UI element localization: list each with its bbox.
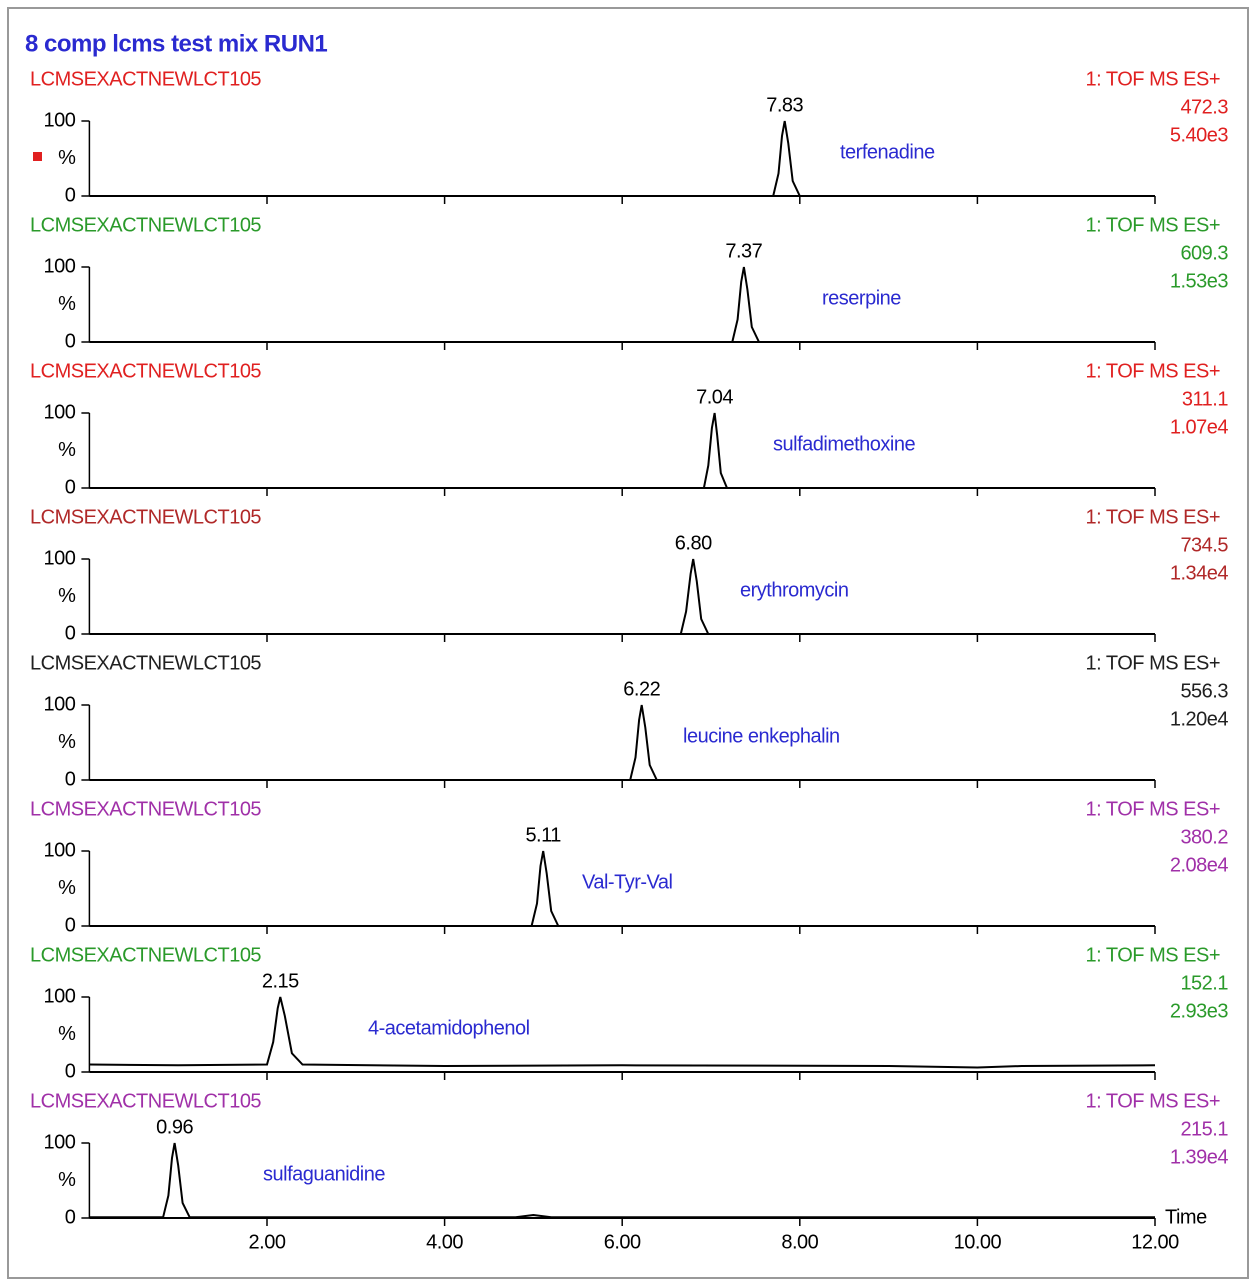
trace (89, 412, 1155, 489)
y-tick-label: 0 (65, 768, 76, 790)
intensity-label: 1.20e4 (1170, 708, 1229, 730)
instrument-label: LCMSEXACTNEWLCT105 (30, 68, 261, 90)
y-tick-label: 100 (44, 547, 76, 569)
scan-label: 1: TOF MS ES+ (1086, 360, 1220, 382)
intensity-label: 1.39e4 (1170, 1146, 1229, 1168)
scan-label: 1: TOF MS ES+ (1086, 214, 1220, 236)
x-tick-label: 4.00 (426, 1231, 463, 1253)
y-tick-label: 0 (65, 914, 76, 936)
scan-label: 1: TOF MS ES+ (1086, 1090, 1220, 1112)
x-tick-label: 12.00 (1131, 1231, 1179, 1253)
scan-label: 1: TOF MS ES+ (1086, 798, 1220, 820)
x-tick-label: 10.00 (954, 1231, 1002, 1253)
instrument-label: LCMSEXACTNEWLCT105 (30, 1090, 261, 1112)
mass-label: 311.1 (1182, 388, 1228, 410)
trace (89, 1142, 1155, 1219)
y-tick-label: 0 (65, 330, 76, 352)
trace (89, 996, 1156, 1069)
marker (33, 152, 42, 161)
scan-label: 1: TOF MS ES+ (1086, 652, 1220, 674)
mass-label: 215.1 (1180, 1118, 1228, 1140)
y-axis-label: % (58, 877, 76, 899)
y-tick-label: 100 (44, 985, 76, 1007)
trace (89, 850, 1155, 927)
mass-label: 734.5 (1180, 534, 1228, 556)
peak-label: 5.11 (525, 824, 561, 846)
instrument-label: LCMSEXACTNEWLCT105 (30, 652, 261, 674)
y-tick-label: 100 (44, 693, 76, 715)
y-tick-label: 0 (65, 1060, 76, 1082)
x-tick-label: 2.00 (249, 1231, 286, 1253)
compound-label: sulfaguanidine (263, 1163, 385, 1185)
peak-label: 7.04 (696, 386, 733, 408)
y-tick-label: 100 (44, 255, 76, 277)
y-axis-label: % (58, 147, 76, 169)
peak-label: 0.96 (156, 1116, 193, 1138)
compound-label: sulfadimethoxine (773, 433, 915, 455)
mass-label: 380.2 (1180, 826, 1228, 848)
instrument-label: LCMSEXACTNEWLCT105 (30, 214, 261, 236)
mass-label: 556.3 (1180, 680, 1228, 702)
trace (89, 266, 1155, 343)
x-tick-label: 6.00 (604, 1231, 641, 1253)
y-axis-label: % (58, 585, 76, 607)
scan-label: 1: TOF MS ES+ (1086, 944, 1220, 966)
chart-title: 8 comp lcms test mix RUN1 (25, 30, 327, 57)
peak-label: 7.37 (725, 240, 762, 262)
y-tick-label: 0 (65, 622, 76, 644)
y-axis-label: % (58, 1023, 76, 1045)
y-tick-label: 0 (65, 476, 76, 498)
intensity-label: 2.08e4 (1170, 854, 1229, 876)
compound-label: leucine enkephalin (683, 725, 840, 747)
frame (7, 7, 1249, 1279)
y-tick-label: 0 (65, 1206, 76, 1228)
instrument-label: LCMSEXACTNEWLCT105 (30, 944, 261, 966)
intensity-label: 1.53e3 (1170, 270, 1229, 292)
peak-label: 7.83 (766, 94, 803, 116)
x-axis-label: Time (1165, 1206, 1207, 1228)
x-tick-label: 8.00 (781, 1231, 818, 1253)
peak-label: 6.22 (623, 678, 660, 700)
y-axis-label: % (58, 1169, 76, 1191)
y-tick-label: 100 (44, 839, 76, 861)
trace (89, 120, 1155, 197)
scan-label: 1: TOF MS ES+ (1086, 68, 1220, 90)
y-axis-label: % (58, 731, 76, 753)
trace (89, 704, 1155, 781)
mass-label: 609.3 (1180, 242, 1228, 264)
y-tick-label: 0 (65, 184, 76, 206)
compound-label: Val-Tyr-Val (582, 871, 672, 893)
y-tick-label: 100 (44, 109, 76, 131)
intensity-label: 1.34e4 (1170, 562, 1229, 584)
compound-label: 4-acetamidophenol (368, 1017, 530, 1039)
peak-label: 6.80 (675, 532, 712, 554)
instrument-label: LCMSEXACTNEWLCT105 (30, 360, 261, 382)
instrument-label: LCMSEXACTNEWLCT105 (30, 506, 261, 528)
intensity-label: 1.07e4 (1170, 416, 1229, 438)
y-tick-label: 100 (44, 401, 76, 423)
peak-label: 2.15 (262, 970, 299, 992)
trace (89, 558, 1155, 635)
mass-label: 472.3 (1180, 96, 1228, 118)
compound-label: erythromycin (740, 579, 848, 601)
y-tick-label: 100 (44, 1131, 76, 1153)
instrument-label: LCMSEXACTNEWLCT105 (30, 798, 261, 820)
y-axis-label: % (58, 293, 76, 315)
intensity-label: 5.40e3 (1170, 124, 1229, 146)
compound-label: reserpine (822, 287, 901, 309)
scan-label: 1: TOF MS ES+ (1086, 506, 1220, 528)
intensity-label: 2.93e3 (1170, 1000, 1229, 1022)
y-axis-label: % (58, 439, 76, 461)
mass-label: 152.1 (1180, 972, 1228, 994)
compound-label: terfenadine (840, 141, 935, 163)
